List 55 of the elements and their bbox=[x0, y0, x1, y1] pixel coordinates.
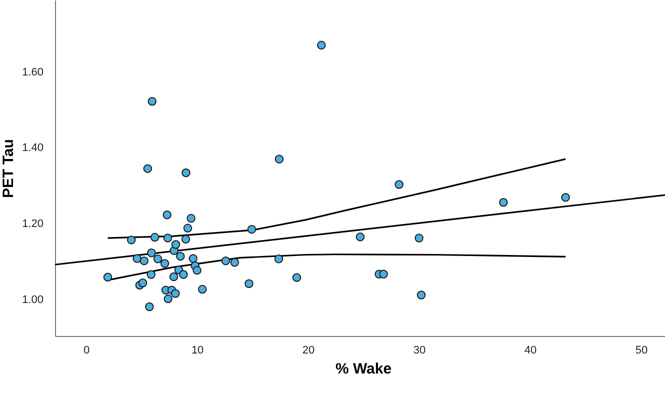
x-tick-label: 50 bbox=[635, 344, 648, 356]
point bbox=[169, 272, 178, 282]
point bbox=[221, 256, 230, 266]
x-tick-label: 30 bbox=[413, 344, 426, 356]
point bbox=[103, 272, 112, 282]
y-tick-label: 1.20 bbox=[22, 218, 44, 230]
y-tick-label: 1.00 bbox=[22, 294, 44, 306]
point bbox=[356, 232, 365, 242]
point bbox=[198, 284, 207, 294]
point bbox=[148, 97, 156, 106]
point bbox=[499, 198, 508, 207]
point bbox=[163, 234, 172, 242]
y-tick-label: 1.60 bbox=[22, 66, 44, 78]
point bbox=[230, 258, 240, 267]
point bbox=[171, 240, 180, 249]
point bbox=[132, 254, 142, 263]
point bbox=[164, 294, 172, 304]
point bbox=[561, 193, 570, 202]
y-axis-title: PET Tau bbox=[0, 139, 18, 198]
point bbox=[162, 210, 172, 220]
point bbox=[126, 236, 136, 244]
x-tick-label: 0 bbox=[84, 344, 90, 356]
point bbox=[379, 270, 388, 278]
point bbox=[414, 234, 424, 242]
x-axis-title: % Wake bbox=[335, 360, 392, 378]
point bbox=[146, 270, 156, 279]
x-tick-label: 10 bbox=[191, 344, 204, 356]
point bbox=[147, 248, 156, 258]
point bbox=[186, 214, 196, 223]
point bbox=[176, 252, 185, 261]
point bbox=[145, 302, 154, 312]
point bbox=[150, 232, 160, 242]
point bbox=[183, 224, 192, 233]
point bbox=[244, 279, 254, 288]
point bbox=[153, 254, 162, 264]
y-tick-label: 1.40 bbox=[22, 142, 44, 154]
point bbox=[274, 254, 284, 264]
point bbox=[171, 289, 180, 298]
point bbox=[317, 40, 326, 50]
point bbox=[394, 180, 404, 189]
point bbox=[247, 224, 256, 234]
point bbox=[160, 259, 170, 268]
point bbox=[188, 254, 198, 263]
point bbox=[192, 266, 202, 275]
point bbox=[140, 256, 148, 266]
point bbox=[274, 154, 284, 164]
point bbox=[143, 164, 152, 173]
point bbox=[416, 290, 426, 300]
point bbox=[181, 234, 190, 244]
point bbox=[138, 278, 148, 288]
point bbox=[182, 168, 190, 178]
point bbox=[292, 273, 302, 282]
x-tick-label: 40 bbox=[524, 344, 537, 356]
point bbox=[179, 270, 188, 279]
x-tick-label: 20 bbox=[302, 344, 315, 356]
